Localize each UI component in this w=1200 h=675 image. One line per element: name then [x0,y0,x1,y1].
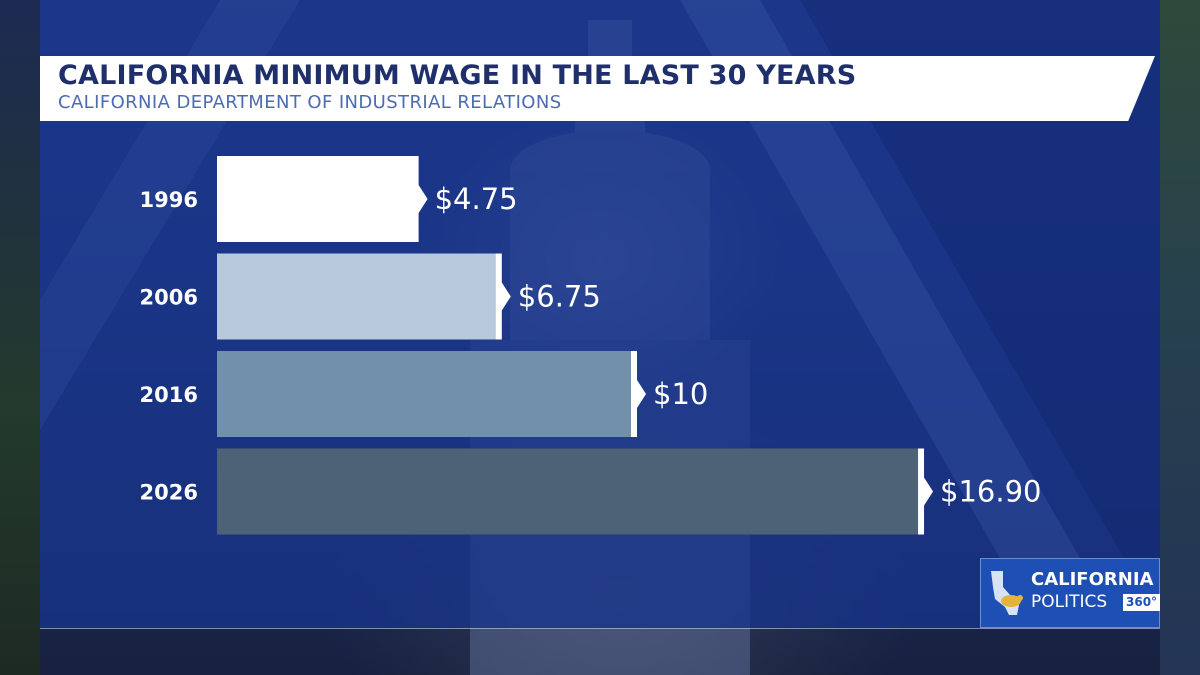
california-politics-360-logo: CALIFORNIA POLITICS 360° [980,558,1161,628]
value-label: $16.90 [940,475,1041,509]
value-label: $6.75 [518,280,601,314]
logo-text-california: CALIFORNIA [1031,569,1154,590]
chart-subtitle: CALIFORNIA DEPARTMENT OF INDUSTRIAL RELA… [58,92,562,113]
bar-end-marker [412,156,428,242]
california-bear-icon [991,571,1023,615]
bar-end-marker [918,448,934,535]
bar [217,156,415,242]
value-label: $4.75 [435,182,518,216]
bar-end-marker [631,351,646,437]
bar [217,351,633,437]
logo-text-politics: POLITICS [1031,592,1108,612]
bar [217,448,921,535]
panel-bottom-rule [40,628,1160,629]
logo-badge-360: 360° [1123,594,1161,611]
bar-end-marker [495,253,511,340]
chart-title: CALIFORNIA MINIMUM WAGE IN THE LAST 30 Y… [58,60,857,91]
category-label: 2016 [140,383,198,407]
value-label: $10 [653,377,708,411]
bar [217,253,498,340]
title-banner [40,56,1155,121]
background-trees-left [0,0,40,675]
category-label: 2026 [140,481,198,505]
category-label: 2006 [140,286,198,310]
category-label: 1996 [140,188,198,212]
background-trees-right [1160,0,1200,675]
